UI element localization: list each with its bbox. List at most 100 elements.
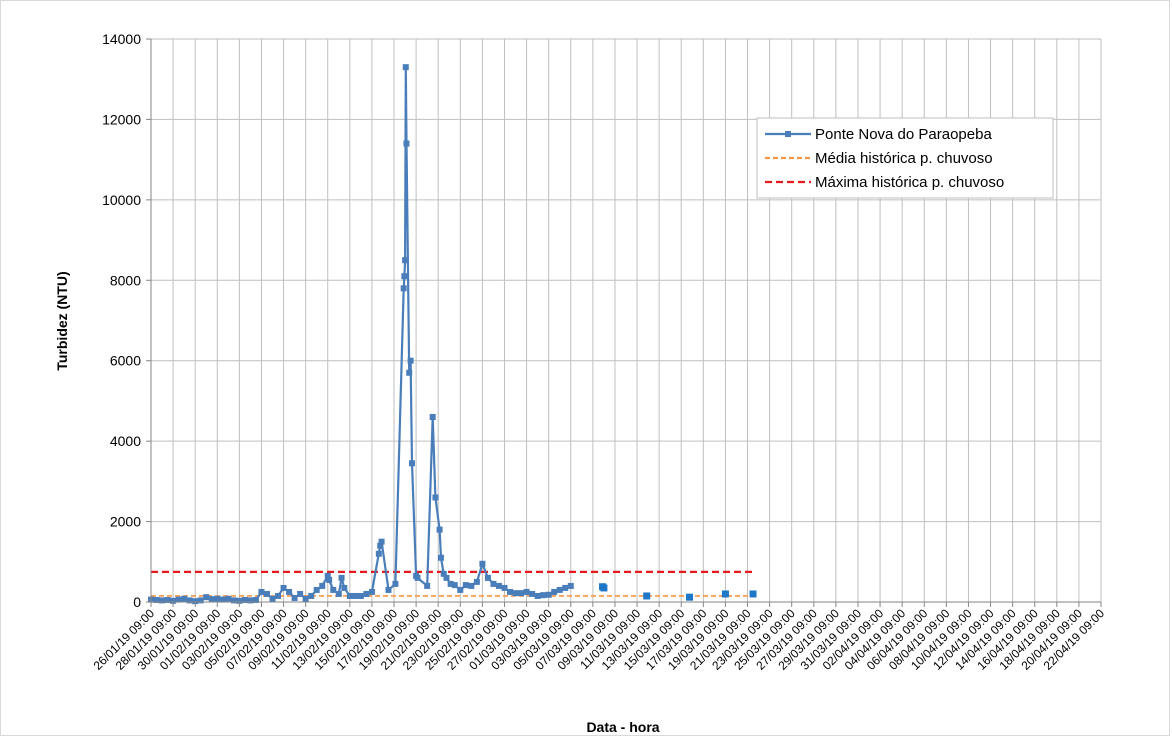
data-point <box>385 586 392 593</box>
data-point <box>252 596 259 603</box>
data-point <box>440 570 447 577</box>
data-point <box>352 592 359 599</box>
data-point <box>230 597 237 604</box>
data-point <box>567 582 574 589</box>
data-point <box>432 494 439 501</box>
data-point <box>164 596 171 603</box>
data-point <box>338 574 345 581</box>
axes <box>146 38 1102 607</box>
data-point <box>540 592 547 599</box>
data-point <box>407 357 414 364</box>
data-point <box>357 592 364 599</box>
data-point <box>363 590 370 597</box>
data-point <box>236 597 243 604</box>
data-point <box>479 560 486 567</box>
data-point <box>181 595 188 602</box>
data-point <box>529 590 536 597</box>
data-point <box>686 593 694 601</box>
y-tick-label: 10000 <box>102 192 141 208</box>
data-point <box>429 414 436 421</box>
data-point <box>308 592 315 599</box>
data-point <box>186 597 193 604</box>
data-point <box>319 582 326 589</box>
data-point <box>326 576 333 583</box>
data-point <box>258 588 265 595</box>
data-point <box>297 590 304 597</box>
data-point <box>457 586 464 593</box>
data-point <box>643 592 651 600</box>
data-point <box>275 592 282 599</box>
data-point <box>545 591 552 598</box>
data-point <box>263 590 270 597</box>
data-point <box>368 588 375 595</box>
data-point <box>447 580 454 587</box>
data-point <box>490 580 497 587</box>
data-point <box>534 592 541 599</box>
data-point <box>330 586 337 593</box>
data-point <box>170 597 177 604</box>
data-point <box>400 285 407 292</box>
data-point <box>291 594 298 601</box>
data-point <box>451 582 458 589</box>
legend-label: Média histórica p. chuvoso <box>815 150 993 167</box>
y-tick-labels: 0 2000 4000 6000 8000 10000 12000 14000 <box>102 31 141 610</box>
data-point <box>302 595 309 602</box>
data-point <box>401 273 408 280</box>
data-point <box>402 64 409 71</box>
data-point <box>556 586 563 593</box>
y-tick-label: 0 <box>133 594 141 610</box>
data-point <box>749 590 757 598</box>
data-point <box>562 584 569 591</box>
data-point <box>600 584 608 592</box>
data-point <box>402 257 409 264</box>
data-point <box>214 595 221 602</box>
data-point <box>247 597 254 604</box>
y-axis-title: Turbidez (NTU) <box>54 271 70 370</box>
data-point <box>375 550 382 557</box>
data-point <box>378 538 385 545</box>
data-point <box>153 596 160 603</box>
data-point <box>462 582 469 589</box>
data-point <box>512 590 519 597</box>
data-point <box>269 595 276 602</box>
data-point <box>495 582 502 589</box>
data-point <box>523 588 530 595</box>
data-point <box>219 596 226 603</box>
data-point <box>324 572 331 579</box>
data-point <box>286 588 293 595</box>
y-tick-label: 8000 <box>110 272 141 288</box>
legend: Ponte Nova do Paraopeba Média histórica p… <box>756 117 1054 199</box>
y-tick-label: 6000 <box>110 353 141 369</box>
data-point <box>484 574 491 581</box>
legend-label: Ponte Nova do Paraopeba <box>815 126 992 143</box>
data-point <box>346 592 353 599</box>
reference-lines <box>151 570 754 597</box>
data-point <box>518 590 525 597</box>
data-point <box>159 597 166 604</box>
data-point <box>192 598 199 605</box>
y-tick-label: 2000 <box>110 514 141 530</box>
data-point <box>241 596 248 603</box>
data-point <box>175 596 182 603</box>
data-point <box>225 595 232 602</box>
data-point <box>406 369 413 376</box>
data-point <box>551 588 558 595</box>
data-point <box>408 460 415 467</box>
legend-marker <box>785 131 791 137</box>
data-point <box>473 578 480 585</box>
data-point <box>437 554 444 561</box>
y-tick-label: 4000 <box>110 433 141 449</box>
data-point <box>203 594 210 601</box>
data-point <box>424 582 431 589</box>
data-point <box>414 574 421 581</box>
data-point <box>313 586 320 593</box>
grid-lines <box>150 38 1102 603</box>
y-tick-label: 12000 <box>102 111 141 127</box>
x-axis-title: Data - hora <box>586 719 659 735</box>
data-point <box>377 542 384 549</box>
y-tick-label: 14000 <box>102 31 141 47</box>
data-point <box>197 597 204 604</box>
data-point <box>501 584 508 591</box>
